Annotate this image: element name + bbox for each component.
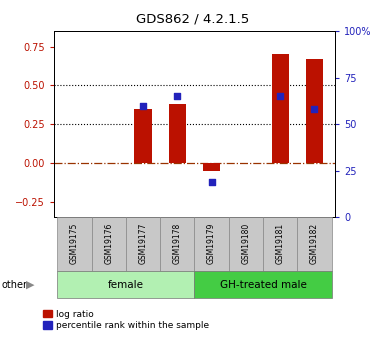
Bar [297, 217, 331, 271]
Bar [92, 217, 126, 271]
Text: GSM19179: GSM19179 [207, 222, 216, 264]
Legend: log ratio, percentile rank within the sample: log ratio, percentile rank within the sa… [43, 310, 209, 330]
Bar [126, 217, 160, 271]
Bar [194, 271, 331, 298]
Bar [203, 163, 220, 171]
Text: other: other [2, 280, 28, 289]
Point [140, 103, 146, 108]
Point [311, 106, 318, 111]
Point [174, 93, 180, 99]
Text: GDS862 / 4.2.1.5: GDS862 / 4.2.1.5 [136, 12, 249, 25]
Bar [160, 217, 194, 271]
Point [277, 93, 283, 99]
Text: GSM19175: GSM19175 [70, 222, 79, 264]
Text: GSM19177: GSM19177 [139, 222, 147, 264]
Bar [306, 59, 323, 163]
Text: GSM19176: GSM19176 [104, 222, 113, 264]
Text: female: female [108, 280, 144, 289]
Point [209, 179, 215, 184]
Text: GSM19181: GSM19181 [276, 223, 285, 264]
Bar [57, 271, 194, 298]
Bar [263, 217, 297, 271]
Text: GSM19182: GSM19182 [310, 223, 319, 264]
Bar [271, 54, 289, 163]
Bar [134, 109, 152, 163]
Text: ▶: ▶ [26, 280, 34, 289]
Bar [229, 217, 263, 271]
Text: GSM19178: GSM19178 [173, 223, 182, 264]
Bar [57, 217, 92, 271]
Bar [169, 104, 186, 163]
Bar [194, 217, 229, 271]
Text: GSM19180: GSM19180 [241, 223, 250, 264]
Text: GH-treated male: GH-treated male [219, 280, 306, 289]
